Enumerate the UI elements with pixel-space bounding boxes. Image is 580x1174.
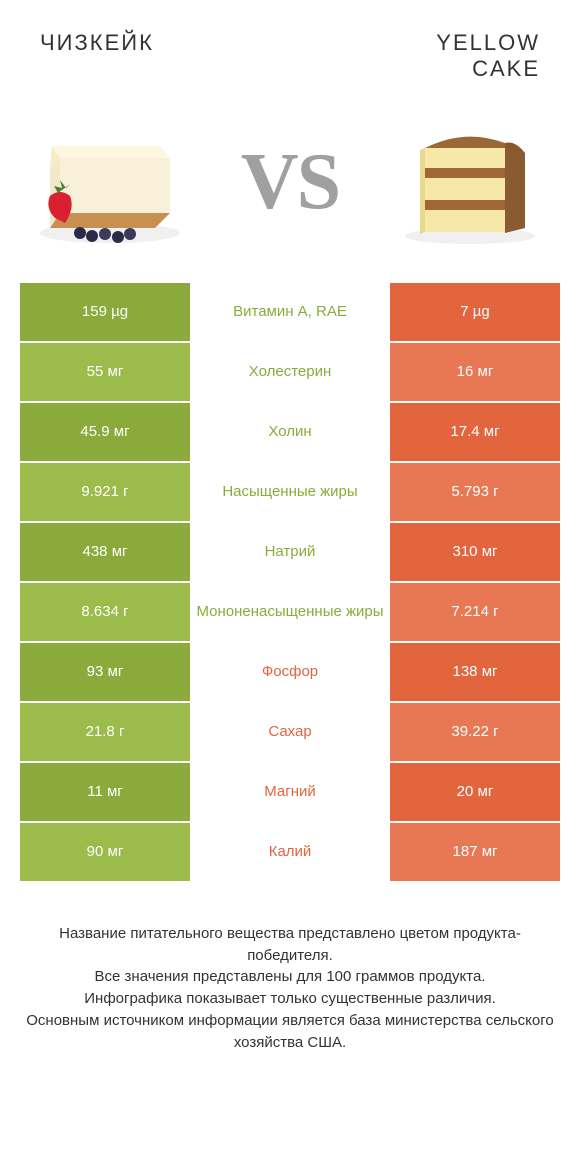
cell-right-value: 7 µg	[390, 283, 560, 341]
cell-nutrient-name: Холин	[190, 403, 390, 461]
table-row: 21.8 гСахар39.22 г	[20, 703, 560, 761]
cell-left-value: 438 мг	[20, 523, 190, 581]
cell-left-value: 90 мг	[20, 823, 190, 881]
table-row: 9.921 гНасыщенные жиры5.793 г	[20, 463, 560, 521]
cell-left-value: 159 µg	[20, 283, 190, 341]
title-left: ЧИЗКЕЙК	[40, 30, 154, 56]
images-row: VS	[0, 93, 580, 283]
cell-right-value: 5.793 г	[390, 463, 560, 521]
yellowcake-image	[390, 113, 550, 253]
cell-right-value: 187 мг	[390, 823, 560, 881]
table-row: 159 µgВитамин A, RAE7 µg	[20, 283, 560, 341]
cell-nutrient-name: Натрий	[190, 523, 390, 581]
cell-nutrient-name: Фосфор	[190, 643, 390, 701]
cheesecake-icon	[30, 118, 190, 248]
cell-left-value: 55 мг	[20, 343, 190, 401]
comparison-table: 159 µgВитамин A, RAE7 µg55 мгХолестерин1…	[20, 283, 560, 881]
table-row: 8.634 гМононенасыщенные жиры7.214 г	[20, 583, 560, 641]
cell-left-value: 11 мг	[20, 763, 190, 821]
footer-line3: Инфографика показывает только существенн…	[20, 988, 560, 1010]
footer-text: Название питательного вещества представл…	[0, 883, 580, 1074]
cell-right-value: 20 мг	[390, 763, 560, 821]
title-right-line2: CAKE	[436, 56, 540, 82]
cell-left-value: 45.9 мг	[20, 403, 190, 461]
cell-nutrient-name: Насыщенные жиры	[190, 463, 390, 521]
title-right-line1: YELLOW	[436, 30, 540, 56]
cell-left-value: 21.8 г	[20, 703, 190, 761]
table-row: 55 мгХолестерин16 мг	[20, 343, 560, 401]
vs-text: VS	[241, 137, 339, 228]
header: ЧИЗКЕЙК YELLOW CAKE	[0, 0, 580, 93]
cell-nutrient-name: Витамин A, RAE	[190, 283, 390, 341]
cell-left-value: 93 мг	[20, 643, 190, 701]
cell-nutrient-name: Холестерин	[190, 343, 390, 401]
cell-right-value: 138 мг	[390, 643, 560, 701]
footer-line4: Основным источником информации является …	[20, 1010, 560, 1054]
cheesecake-image	[30, 113, 190, 253]
table-row: 90 мгКалий187 мг	[20, 823, 560, 881]
cell-nutrient-name: Магний	[190, 763, 390, 821]
cell-right-value: 7.214 г	[390, 583, 560, 641]
table-row: 438 мгНатрий310 мг	[20, 523, 560, 581]
cell-left-value: 8.634 г	[20, 583, 190, 641]
cell-left-value: 9.921 г	[20, 463, 190, 521]
cell-right-value: 17.4 мг	[390, 403, 560, 461]
cell-nutrient-name: Мононенасыщенные жиры	[190, 583, 390, 641]
footer-line1: Название питательного вещества представл…	[20, 923, 560, 967]
table-row: 11 мгМагний20 мг	[20, 763, 560, 821]
cell-right-value: 39.22 г	[390, 703, 560, 761]
cell-right-value: 16 мг	[390, 343, 560, 401]
table-row: 93 мгФосфор138 мг	[20, 643, 560, 701]
cell-nutrient-name: Сахар	[190, 703, 390, 761]
footer-line2: Все значения представлены для 100 граммо…	[20, 966, 560, 988]
yellowcake-icon	[395, 118, 545, 248]
cell-nutrient-name: Калий	[190, 823, 390, 881]
title-right: YELLOW CAKE	[436, 30, 540, 83]
cell-right-value: 310 мг	[390, 523, 560, 581]
table-row: 45.9 мгХолин17.4 мг	[20, 403, 560, 461]
